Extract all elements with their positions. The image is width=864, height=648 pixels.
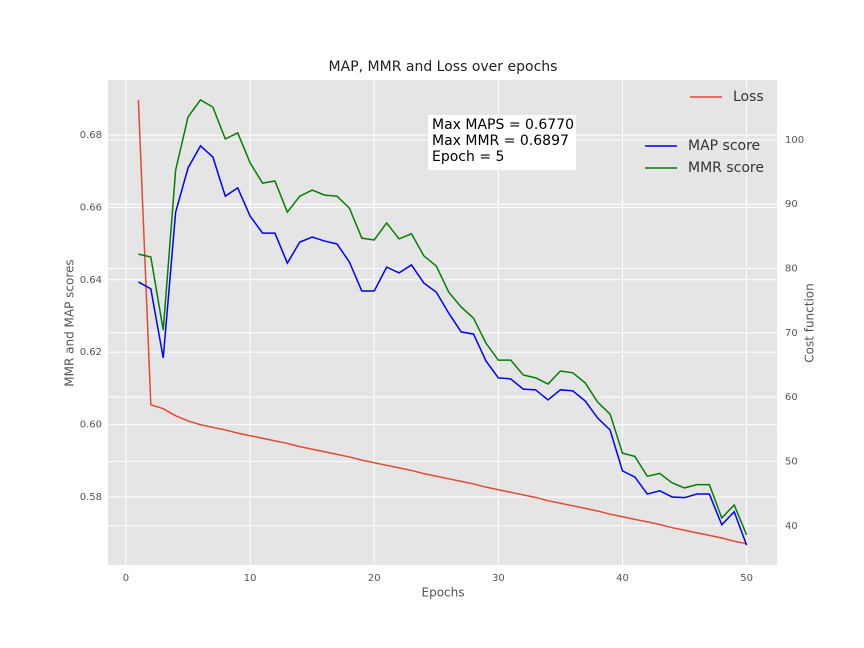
series-line xyxy=(138,98,748,536)
y2-tick-label: 60 xyxy=(785,392,798,403)
y-tick-label: 0.58 xyxy=(80,492,102,503)
series-line xyxy=(138,144,748,546)
legend-label: MAP score xyxy=(688,138,760,154)
annotation: Max MAPS = 0.6770 xyxy=(432,117,574,133)
x-tick-label: 30 xyxy=(492,573,505,584)
x-axis-label: Epochs xyxy=(422,586,465,600)
legend-label: MMR score xyxy=(688,160,764,176)
y2-tick-label: 50 xyxy=(785,456,798,467)
series-line xyxy=(137,99,747,545)
annotation: Max MMR = 0.6897 xyxy=(432,133,569,149)
x-tick-label: 20 xyxy=(368,573,381,584)
annotation: Epoch = 5 xyxy=(432,149,504,165)
x-tick-label: 0 xyxy=(123,573,129,584)
y-tick-label: 0.60 xyxy=(80,420,102,431)
y-tick-label: 0.68 xyxy=(80,130,102,141)
x-tick-label: 10 xyxy=(244,573,257,584)
y-tick-label: 0.64 xyxy=(80,275,102,286)
x-tick-label: 40 xyxy=(616,573,629,584)
x-tick-label: 50 xyxy=(740,573,753,584)
y2-axis-label: Cost function xyxy=(803,283,817,363)
chart-title: MAP, MMR and Loss over epochs xyxy=(329,59,558,75)
y-tick-label: 0.62 xyxy=(80,347,102,358)
legend-label: Loss xyxy=(733,89,764,105)
y2-tick-label: 40 xyxy=(785,521,798,532)
y2-tick-label: 80 xyxy=(785,263,798,274)
annotation-box xyxy=(428,115,576,170)
y2-tick-label: 90 xyxy=(785,199,798,210)
lines xyxy=(137,98,748,546)
y2-tick-label: 70 xyxy=(785,328,798,339)
y-axis-label: MMR and MAP scores xyxy=(63,259,77,386)
y-tick-label: 0.66 xyxy=(80,202,102,213)
y2-tick-label: 100 xyxy=(785,135,804,146)
